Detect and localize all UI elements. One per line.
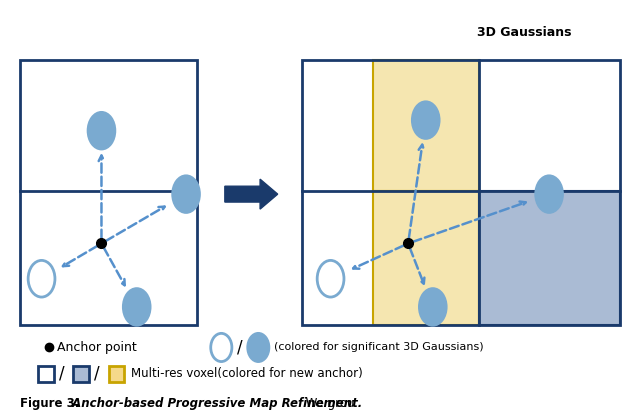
Text: 3D Gaussians: 3D Gaussians — [477, 26, 572, 39]
Text: /: / — [59, 365, 65, 383]
Text: Anchor-based Progressive Map Refinement.: Anchor-based Progressive Map Refinement. — [68, 397, 362, 410]
FancyBboxPatch shape — [38, 366, 54, 382]
Text: We grou: We grou — [302, 397, 355, 410]
Text: /: / — [237, 339, 243, 357]
Ellipse shape — [28, 260, 55, 297]
FancyBboxPatch shape — [373, 191, 479, 325]
Ellipse shape — [536, 176, 563, 213]
Ellipse shape — [248, 333, 269, 362]
Text: (colored for significant 3D Gaussians): (colored for significant 3D Gaussians) — [274, 342, 484, 352]
FancyBboxPatch shape — [73, 366, 89, 382]
Ellipse shape — [173, 176, 200, 213]
Text: Anchor point: Anchor point — [58, 341, 137, 354]
Ellipse shape — [317, 260, 344, 297]
Text: Figure 3.: Figure 3. — [20, 397, 80, 410]
FancyArrow shape — [225, 179, 278, 209]
Ellipse shape — [124, 289, 150, 325]
Ellipse shape — [419, 289, 446, 325]
Ellipse shape — [211, 333, 232, 362]
Ellipse shape — [412, 102, 439, 139]
Ellipse shape — [88, 113, 115, 149]
Text: /: / — [95, 365, 100, 383]
FancyBboxPatch shape — [373, 60, 479, 191]
FancyBboxPatch shape — [20, 60, 196, 325]
FancyBboxPatch shape — [109, 366, 124, 382]
Text: Multi-res voxel(colored for new anchor): Multi-res voxel(colored for new anchor) — [131, 368, 363, 381]
FancyBboxPatch shape — [479, 191, 620, 325]
